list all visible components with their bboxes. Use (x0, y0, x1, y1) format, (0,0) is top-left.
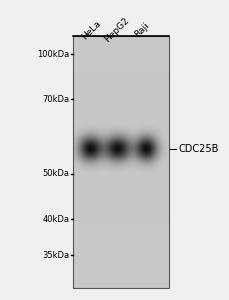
Text: 40kDa: 40kDa (44, 214, 71, 224)
Text: Raji: Raji (132, 21, 151, 39)
Text: 100kDa: 100kDa (38, 50, 71, 58)
Text: 100kDa: 100kDa (37, 50, 69, 58)
Text: 50kDa: 50kDa (43, 169, 69, 178)
FancyBboxPatch shape (73, 0, 169, 36)
FancyBboxPatch shape (73, 36, 169, 288)
Text: 35kDa: 35kDa (43, 250, 69, 260)
Text: 40kDa: 40kDa (43, 214, 69, 224)
Text: 35kDa: 35kDa (44, 250, 71, 260)
Text: 70kDa: 70kDa (43, 94, 69, 103)
Text: HepG2: HepG2 (102, 16, 131, 44)
Text: HeLa: HeLa (80, 19, 103, 41)
Text: 70kDa: 70kDa (44, 94, 71, 103)
FancyBboxPatch shape (0, 0, 73, 300)
FancyBboxPatch shape (73, 36, 169, 288)
Text: 50kDa: 50kDa (44, 169, 71, 178)
FancyBboxPatch shape (73, 288, 169, 300)
FancyBboxPatch shape (169, 0, 229, 300)
Text: CDC25B: CDC25B (178, 143, 218, 154)
